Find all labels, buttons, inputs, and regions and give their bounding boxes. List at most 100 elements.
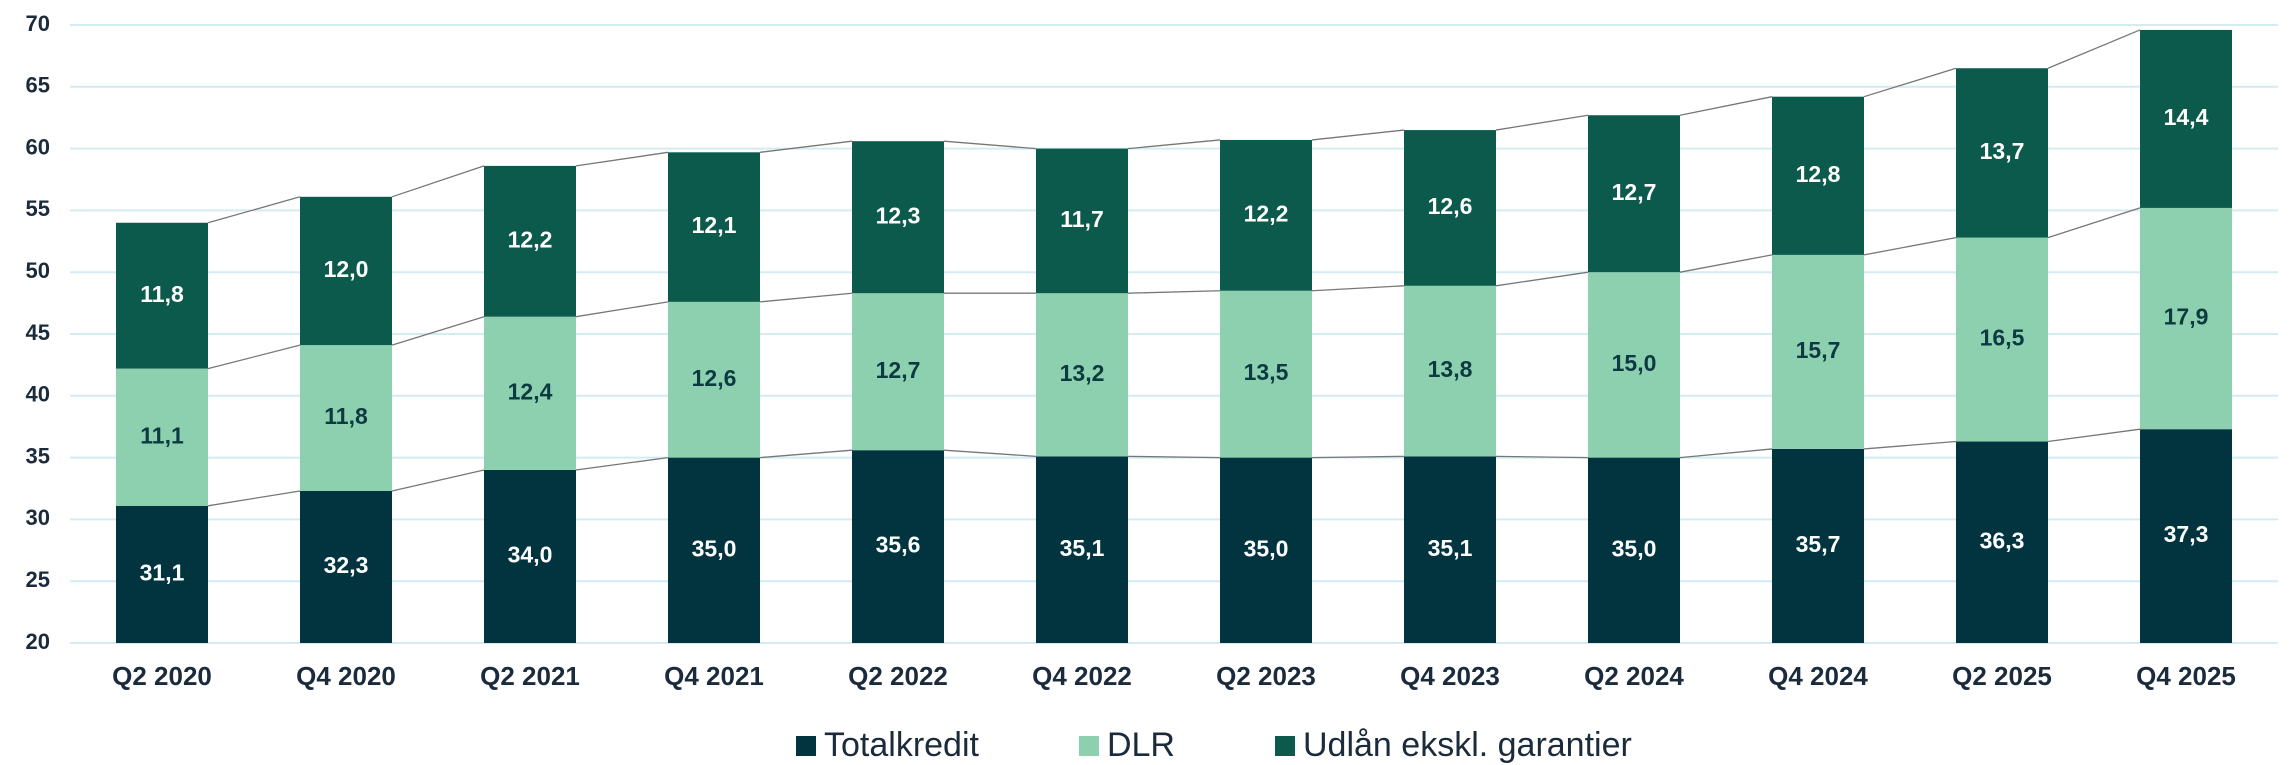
bar-segment (668, 152, 760, 302)
connector-line (391, 316, 485, 346)
connector-line (2047, 29, 2141, 69)
connector-line (2047, 428, 2141, 443)
data-label: 12,7 (876, 357, 921, 383)
y-tick-label: 25 (26, 567, 50, 592)
connector-line (1863, 236, 1957, 256)
bar-segment (1956, 68, 2048, 238)
connector-line (759, 292, 853, 303)
connector-line (1311, 129, 1405, 141)
connector-line (1679, 254, 1773, 273)
y-tick-label: 40 (26, 382, 50, 407)
data-label: 12,6 (1428, 193, 1473, 219)
data-label: 13,5 (1244, 359, 1289, 385)
legend-label: Totalkredit (824, 726, 980, 764)
connector-line (391, 165, 485, 198)
bar-segment (668, 457, 760, 643)
data-label: 12,4 (508, 378, 553, 404)
data-label: 35,1 (1428, 535, 1473, 561)
data-label: 12,2 (508, 226, 553, 252)
connector-line (575, 151, 669, 167)
bar-segment (1772, 254, 1864, 449)
data-label: 16,5 (1980, 325, 2025, 351)
data-label: 14,4 (2164, 104, 2209, 130)
bar-segment (1956, 441, 2048, 643)
x-tick-label: Q4 2023 (1400, 661, 1500, 691)
data-label: 15,7 (1796, 337, 1841, 363)
data-label: 13,8 (1428, 356, 1473, 382)
data-label: 35,0 (1612, 535, 1657, 561)
data-label: 13,7 (1980, 138, 2025, 164)
data-label: 34,0 (508, 542, 553, 568)
x-tick-label: Q4 2020 (296, 661, 396, 691)
y-tick-label: 70 (26, 11, 50, 36)
legend-swatch (1078, 736, 1099, 756)
x-tick-label: Q2 2024 (1584, 661, 1684, 691)
bar-segment (1036, 293, 1128, 457)
bar-segment (1036, 456, 1128, 643)
y-tick-label: 50 (26, 258, 50, 283)
x-tick-label: Q2 2023 (1216, 661, 1316, 691)
y-tick-label: 60 (26, 134, 50, 159)
bar-segment (1404, 285, 1496, 457)
y-tick-label: 20 (26, 629, 50, 654)
connector-line (1311, 455, 1405, 459)
bar-segment (300, 490, 392, 643)
bar-segment (852, 293, 944, 451)
data-label: 12,8 (1796, 161, 1841, 187)
data-label: 35,0 (692, 535, 737, 561)
x-tick-label: Q4 2021 (664, 661, 764, 691)
bar-segment (2140, 207, 2232, 430)
connector-line (1127, 455, 1221, 459)
legend-swatch (796, 736, 816, 756)
legend-label: Udlån ekskl. garantier (1303, 726, 1632, 764)
connector-line (575, 456, 669, 471)
connector-line (759, 140, 853, 153)
connector-line (1495, 271, 1589, 287)
x-tick-label: Q4 2025 (2136, 661, 2236, 691)
data-label: 36,3 (1980, 527, 2025, 553)
connector-line (207, 196, 301, 224)
y-tick-label: 30 (26, 505, 50, 530)
y-tick-label: 35 (26, 443, 50, 468)
bar-segment (1588, 457, 1680, 643)
connector-line (1679, 96, 1773, 116)
connector-line (207, 344, 301, 370)
data-label: 13,2 (1060, 360, 1105, 386)
bar-segment (2140, 29, 2232, 208)
connector-line (759, 449, 853, 459)
bar-segment (1588, 115, 1680, 273)
data-label: 17,9 (2164, 304, 2209, 330)
connector-line (1495, 114, 1589, 131)
bar-segment (852, 450, 944, 643)
connector-line (1127, 290, 1221, 294)
x-tick-label: Q4 2024 (1768, 661, 1868, 691)
data-label: 37,3 (2164, 521, 2209, 547)
bar-segment (1772, 96, 1864, 255)
x-tick-label: Q2 2022 (848, 661, 948, 691)
connector-line (575, 301, 669, 318)
bar-segment (300, 345, 392, 491)
connector-line (1863, 440, 1957, 450)
data-label: 12,1 (692, 212, 737, 238)
data-label: 12,3 (876, 202, 921, 228)
bar-segment (116, 222, 208, 369)
bar-segment (668, 301, 760, 458)
bar-segment (1036, 148, 1128, 294)
connector-line (1127, 139, 1221, 150)
connector-line (943, 449, 1037, 458)
bar-segment (1588, 272, 1680, 458)
data-label: 35,7 (1796, 531, 1841, 557)
x-tick-label: Q4 2022 (1032, 661, 1132, 691)
connector-line (391, 469, 485, 492)
connector-line (943, 140, 1037, 150)
data-label: 31,1 (140, 559, 185, 585)
bar-segment (484, 469, 576, 643)
data-label: 12,6 (692, 365, 737, 391)
x-tick-label: Q2 2021 (480, 661, 580, 691)
legend-swatch (1275, 736, 1295, 756)
data-label: 11,8 (140, 281, 184, 307)
x-tick-label: Q2 2025 (1952, 661, 2052, 691)
connector-line (1679, 448, 1773, 459)
data-label: 35,1 (1060, 535, 1105, 561)
